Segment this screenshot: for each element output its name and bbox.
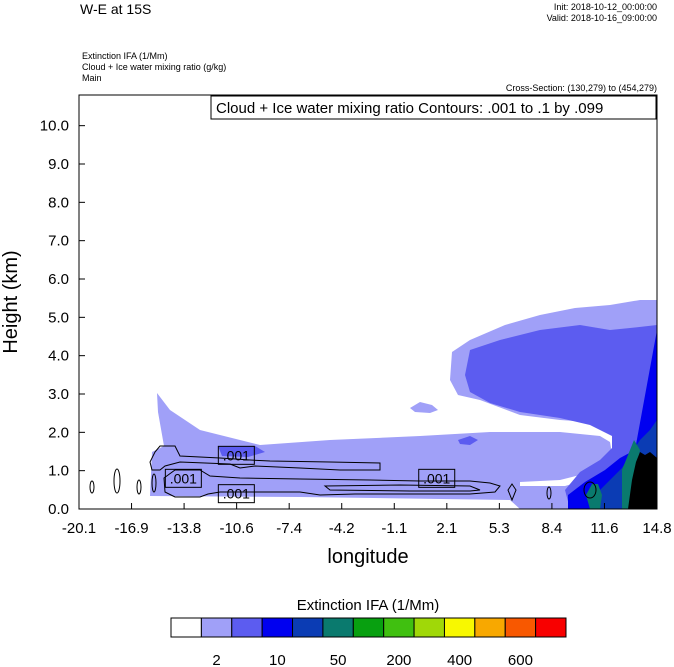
x-tick-label: -4.2 xyxy=(329,520,355,537)
x-tick-label: -16.9 xyxy=(114,520,148,537)
contour-label-box xyxy=(418,468,456,488)
shade-band-10-50-lower-left xyxy=(218,446,265,457)
y-tick-label: 9.0 xyxy=(48,156,69,173)
y-axis-title: Height (km) xyxy=(0,250,22,353)
colorbar-tick-label: 2 xyxy=(212,652,220,667)
colorbar-swatch xyxy=(170,617,202,638)
x-tick-label: 8.4 xyxy=(541,520,562,537)
y-tick-label: 1.0 xyxy=(48,463,69,480)
colorbar-swatch xyxy=(413,617,445,638)
terrain-fill xyxy=(628,452,657,509)
plot-title: W-E at 15S xyxy=(80,1,152,17)
colorbar-tick-label: 50 xyxy=(330,652,347,667)
valid-time: Valid: 2018-10-16_09:00:00 xyxy=(546,13,657,23)
contour-line-upper xyxy=(149,445,381,471)
y-tick-label: 0.0 xyxy=(48,501,69,518)
y-tick-label: 7.0 xyxy=(48,233,69,250)
x-axis-title: longitude xyxy=(327,546,408,568)
shade-band-10-50 xyxy=(465,325,657,509)
colorbar-tick-label: 600 xyxy=(508,652,533,667)
contour-small-7 xyxy=(507,483,517,502)
colorbar-swatch xyxy=(443,617,476,638)
y-tick-label: 8.0 xyxy=(48,194,69,211)
plot-frame xyxy=(78,94,658,510)
x-axis: -20.1 -16.9 -13.8 -10.6 -7.4 -4.2 -1.1 2.1 5.3 8.… xyxy=(62,503,672,537)
field-name-extinction: Extinction IFA (1/Mm) xyxy=(82,51,168,61)
contour-info-box xyxy=(210,95,657,120)
y-tick-label: 3.0 xyxy=(48,386,69,403)
colorbar xyxy=(170,617,567,638)
y-tick-label: 4.0 xyxy=(48,348,69,365)
contour-line-main xyxy=(163,469,501,498)
contour-label-box xyxy=(164,468,202,488)
colorbar-labels: 2 10 50 200 400 600 xyxy=(212,652,533,667)
init-time: Init: 2018-10-12_00:00:00 xyxy=(553,2,657,12)
x-tick-label: -7.4 xyxy=(276,520,302,537)
x-tick-label: -20.1 xyxy=(62,520,96,537)
shade-band-300-400-right xyxy=(622,440,640,509)
contour-small-2 xyxy=(113,468,121,494)
shade-band-10-50-mid-blob xyxy=(458,436,478,445)
contour-small-5 xyxy=(546,486,552,500)
contour-label: .001 xyxy=(223,486,250,502)
contour-small-4 xyxy=(151,473,157,493)
colorbar-swatch xyxy=(474,617,506,638)
contour-label: .001 xyxy=(423,470,450,486)
contour-label-box xyxy=(217,445,255,465)
y-tick-label: 6.0 xyxy=(48,271,69,288)
colorbar-swatch xyxy=(383,617,415,638)
x-tick-label: 14.8 xyxy=(642,520,671,537)
contour-label: .001 xyxy=(223,447,250,463)
contour-label-box xyxy=(217,484,255,504)
colorbar-swatch xyxy=(322,617,354,638)
x-tick-label: 11.6 xyxy=(590,520,618,537)
x-tick-label: -13.8 xyxy=(167,520,201,537)
colorbar-swatch xyxy=(504,617,537,638)
shade-band-2-10-blob xyxy=(410,402,438,413)
colorbar-swatch xyxy=(535,617,567,638)
colorbar-swatch xyxy=(200,617,233,638)
contour-small-3 xyxy=(136,479,142,495)
field-name-main: Main xyxy=(82,73,102,83)
contour-line-inner xyxy=(323,484,481,492)
colorbar-tick-label: 200 xyxy=(386,652,411,667)
contour-labels: .001 .001 .001 .001 xyxy=(164,445,456,504)
cross-section-label: Cross-Section: (130,279) to (454,279) xyxy=(505,83,657,93)
y-axis: 0.0 1.0 2.0 3.0 4.0 5.0 6.0 7.0 8.0 9.0 10.0 xyxy=(40,118,85,518)
colorbar-tick-label: 400 xyxy=(447,652,472,667)
x-tick-label: 2.1 xyxy=(436,520,457,537)
field-name-cloud-ice: Cloud + Ice water mixing ratio (g/kg) xyxy=(82,62,227,72)
y-tick-label: 2.0 xyxy=(48,424,69,441)
x-tick-label: 5.3 xyxy=(489,520,510,537)
shaded-field xyxy=(150,300,657,509)
contour-small-1 xyxy=(89,480,95,494)
colorbar-swatch xyxy=(261,617,294,638)
colorbar-swatch xyxy=(292,617,324,638)
contour-label: .001 xyxy=(170,470,197,486)
y-tick-label: 5.0 xyxy=(48,309,69,326)
colorbar-tick-label: 10 xyxy=(269,652,286,667)
colorbar-swatch xyxy=(231,617,263,638)
contour-info-text: Cloud + Ice water mixing ratio Contours:… xyxy=(216,100,603,117)
y-tick-label: 10.0 xyxy=(40,118,69,135)
contour-lines xyxy=(89,445,597,502)
colorbar-title: Extinction IFA (1/Mm) xyxy=(297,597,440,614)
x-tick-label: -1.1 xyxy=(381,520,407,537)
colorbar-swatch xyxy=(352,617,385,638)
contour-small-6 xyxy=(583,481,597,499)
x-tick-label: -10.6 xyxy=(220,520,254,537)
